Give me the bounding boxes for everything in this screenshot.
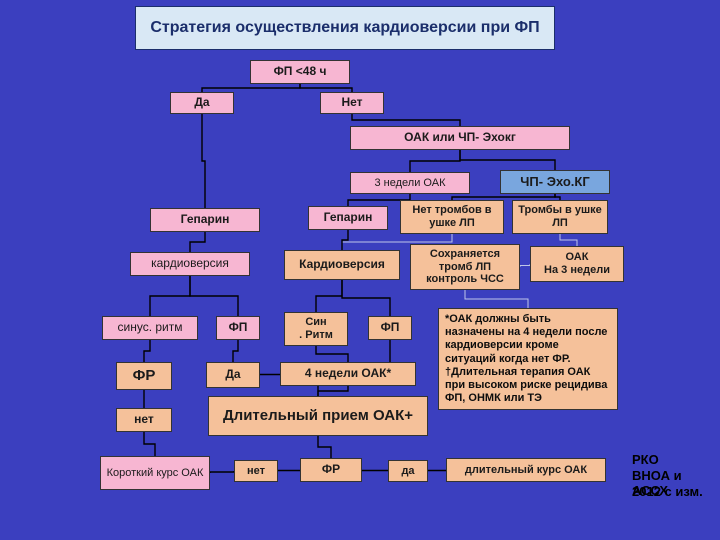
node-w4oak: 4 недели ОАК* — [280, 362, 416, 386]
node-da2: Да — [206, 362, 260, 388]
node-fp1: ФП — [216, 316, 260, 340]
node-dlit: длительный курс ОАК — [446, 458, 606, 482]
node-hep1: Гепарин — [150, 208, 260, 232]
node-no1: Нет — [320, 92, 384, 114]
outside-text-0: РКО — [632, 452, 659, 467]
node-net3: нет — [234, 460, 278, 482]
title: Стратегия осуществления кардиоверсии при… — [135, 6, 555, 50]
node-cv1: кардиоверсия — [130, 252, 250, 276]
node-oak_chp: ОАК или ЧП- Эхокг — [350, 126, 570, 150]
node-n48: ФП <48 ч — [250, 60, 350, 84]
node-tromb: Тромбы в ушке ЛП — [512, 200, 608, 234]
node-fp2: ФП — [368, 316, 412, 340]
node-fr1: ФР — [116, 362, 172, 390]
slide-root: Стратегия осуществления кардиоверсии при… — [0, 0, 720, 540]
node-chp_ekg: ЧП- Эхо.КГ — [500, 170, 610, 194]
node-yes1: Да — [170, 92, 234, 114]
footnote: *ОАК должны быть назначены на 4 недели п… — [438, 308, 618, 410]
outside-text-2: 2012 с изм. — [632, 484, 703, 499]
node-soh: Сохраняется тромб ЛП контроль ЧСС — [410, 244, 520, 290]
node-short: Короткий курс ОАК — [100, 456, 210, 490]
node-oak3w: ОАК На 3 недели — [530, 246, 624, 282]
node-hep2: Гепарин — [308, 206, 388, 230]
node-da3: да — [388, 460, 428, 482]
node-fr2: ФР — [300, 458, 362, 482]
node-notromb: Нет тромбов в ушке ЛП — [400, 200, 504, 234]
node-net2: нет — [116, 408, 172, 432]
node-sinr: Син . Ритм — [284, 312, 348, 346]
node-long: Длительный прием ОАК+ — [208, 396, 428, 436]
node-cv2: Кардиоверсия — [284, 250, 400, 280]
node-sinus: синус. ритм — [102, 316, 198, 340]
node-w3oak: 3 недели ОАК — [350, 172, 470, 194]
